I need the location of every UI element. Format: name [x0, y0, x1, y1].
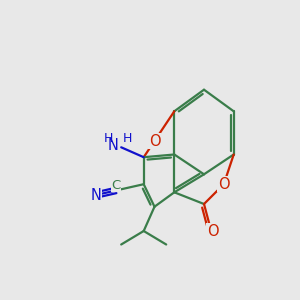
Text: O: O: [218, 177, 230, 192]
Text: O: O: [207, 224, 218, 238]
Text: C: C: [111, 178, 120, 192]
Text: N: N: [91, 188, 101, 202]
Text: N: N: [107, 138, 118, 153]
Text: H: H: [104, 132, 113, 146]
Text: O: O: [149, 134, 160, 148]
Text: H: H: [123, 132, 133, 146]
